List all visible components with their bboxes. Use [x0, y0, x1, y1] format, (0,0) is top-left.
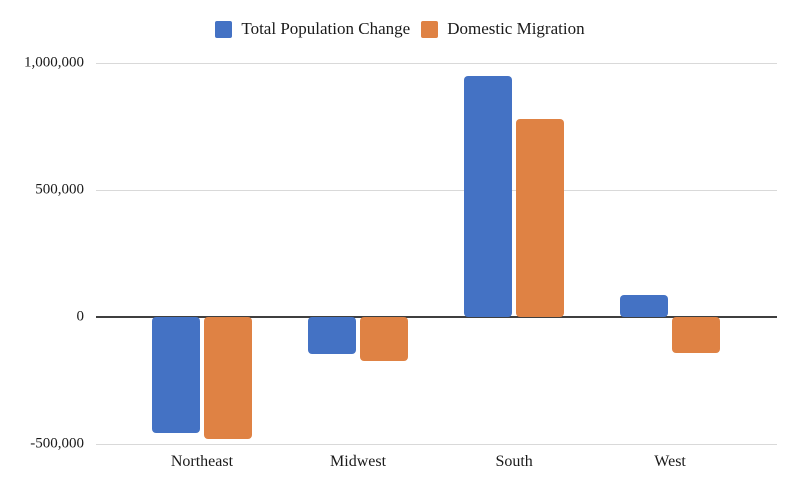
x-category-label-northeast: Northeast: [170, 453, 234, 470]
bar-midwest-domestic-migration: [360, 317, 409, 362]
legend: Total Population Change Domestic Migrati…: [0, 19, 800, 39]
legend-swatch-blue: [215, 20, 233, 38]
legend-label: Domestic Migration: [447, 19, 585, 38]
bar-northeast-domestic-migration: [203, 317, 252, 439]
bar-south-domestic-migration: [516, 118, 565, 317]
y-tick-label: 0: [76, 308, 85, 325]
x-category-label-midwest: Midwest: [330, 453, 387, 470]
legend-item-total-population-change: Total Population Change: [215, 19, 410, 39]
bar-west-total-population-change: [620, 295, 669, 317]
x-category-label-south: South: [495, 453, 533, 470]
y-tick-label: 500,000: [35, 181, 84, 198]
bar-south-total-population-change: [464, 75, 513, 317]
gridline: [96, 63, 777, 64]
y-tick-label: -500,000: [30, 435, 84, 452]
bar-midwest-total-population-change: [308, 317, 357, 354]
bar-west-domestic-migration: [672, 317, 721, 353]
bar-northeast-total-population-change: [151, 317, 200, 433]
legend-label: Total Population Change: [241, 19, 411, 38]
plot-area: 1,000,000 500,000 0 -500,000 Northeast Midwes…: [24, 55, 777, 470]
gridline: [96, 190, 777, 191]
y-tick-label: 1,000,000: [24, 54, 84, 71]
x-category-label-west: West: [654, 453, 686, 470]
gridline: [96, 444, 777, 445]
legend-swatch-orange: [421, 20, 439, 38]
legend-item-domestic-migration: Domestic Migration: [421, 19, 585, 39]
zero-axis-line: [96, 316, 777, 318]
